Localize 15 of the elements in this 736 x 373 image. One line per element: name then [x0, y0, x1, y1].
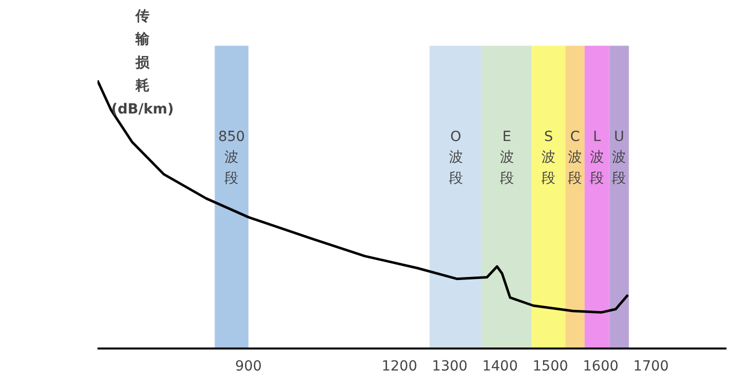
x-tick-label: 1700: [633, 358, 669, 373]
y-axis-title: 传输损耗(dB/km): [111, 8, 174, 118]
x-tick-label: 1400: [482, 358, 518, 373]
x-tick-label: 1500: [532, 358, 568, 373]
band-label: O 波段: [448, 128, 463, 186]
x-tick-label: 1600: [582, 358, 619, 373]
x-tick-label: 1300: [432, 358, 468, 373]
band-label: C 波段: [568, 128, 582, 186]
band-label: S 波段: [542, 128, 556, 186]
band-label: U 波段: [612, 128, 626, 186]
x-tick-label: 900: [235, 358, 262, 373]
band-label: 850 波段: [218, 128, 245, 186]
band-label: E 波段: [500, 128, 514, 186]
band-label: L 波段: [590, 128, 604, 186]
x-tick-label: 1200: [382, 358, 418, 373]
